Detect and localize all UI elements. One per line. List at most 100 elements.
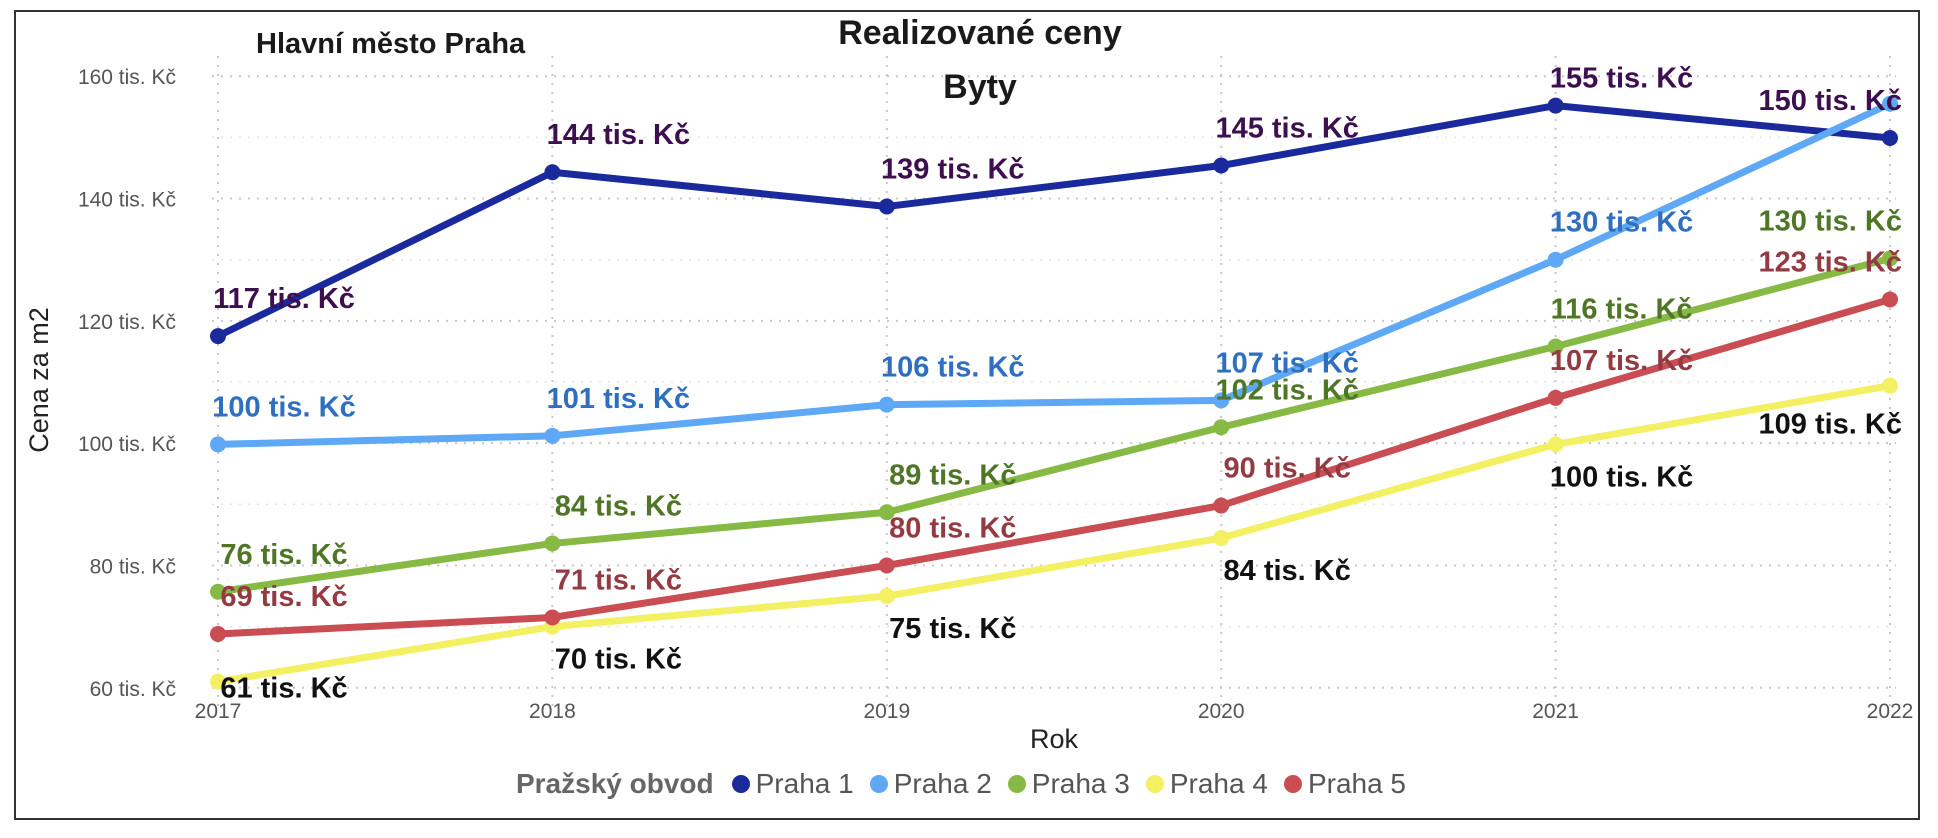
y-tick-label: 120 tis. Kč [78,311,176,334]
x-axis-label: Rok [1030,724,1079,754]
data-point [1547,338,1564,355]
data-point [544,164,561,181]
series-line-5 [214,295,1894,638]
data-label: 102 tis. Kč [1215,374,1358,406]
data-point [544,609,561,626]
legend-item-praha-5[interactable]: Praha 5 [1283,768,1407,800]
data-label: 71 tis. Kč [555,564,682,596]
legend-item-praha-4[interactable]: Praha 4 [1145,768,1268,800]
data-point [1882,291,1898,308]
data-point [1547,389,1564,406]
legend-label: Praha 3 [1031,768,1130,799]
legend-marker [1007,775,1026,793]
data-point [878,588,895,605]
grid-layer [212,56,1896,706]
data-label: 107 tis. Kč [1550,345,1693,377]
series-line-2 [214,100,1894,448]
data-label: 106 tis. Kč [881,352,1024,384]
data-point [210,625,226,642]
x-tick-label: 2020 [1198,700,1245,723]
data-label: 130 tis. Kč [1759,205,1902,237]
x-tick-label: 2017 [195,700,242,723]
data-label: 61 tis. Kč [220,673,347,705]
data-point [1213,157,1230,174]
x-tick-label: 2019 [863,700,910,723]
data-label: 84 tis. Kč [555,490,682,522]
y-tick-label: 140 tis. Kč [78,189,176,212]
series-line-1 [214,102,1894,340]
y-axis-label: Cena za m2 [24,307,54,453]
data-label: 100 tis. Kč [212,391,355,423]
chart-title: Realizované ceny [838,14,1122,52]
y-tick-label: 160 tis. Kč [78,66,176,89]
region-label: Hlavní město Praha [256,28,526,60]
data-point [1213,392,1230,409]
data-label: 80 tis. Kč [889,512,1016,544]
data-point [1213,529,1230,546]
data-label: 70 tis. Kč [555,644,682,676]
chart-subtitle: Byty [943,68,1017,106]
data-point [1882,377,1898,394]
data-label: 130 tis. Kč [1550,207,1693,239]
data-point [210,583,226,600]
data-point [210,673,226,690]
legend-label: Praha 5 [1307,768,1407,799]
series-line-3 [214,254,1894,596]
legend-item-praha-2[interactable]: Praha 2 [869,768,992,800]
data-point [1882,95,1898,112]
data-label: 117 tis. Kč [213,283,355,315]
data-label: 155 tis. Kč [1550,63,1693,95]
legend-marker [1145,775,1164,793]
data-point [1213,497,1230,514]
y-tick-label: 100 tis. Kč [78,433,176,456]
legend-title: Pražský obvod [515,768,714,799]
legend-item-praha-3[interactable]: Praha 3 [1007,768,1130,800]
data-label: 116 tis. Kč [1551,294,1693,326]
data-point [544,535,561,552]
legend-marker [869,775,888,793]
y-tick-label: 80 tis. Kč [90,555,176,578]
legend-label: Praha 1 [755,768,854,799]
data-point [1547,97,1564,114]
data-label: 69 tis. Kč [220,581,347,613]
data-label: 139 tis. Kč [881,153,1024,185]
data-label: 90 tis. Kč [1224,453,1351,485]
data-label: 75 tis. Kč [889,613,1016,645]
legend-marker [731,775,750,793]
data-label: 144 tis. Kč [547,119,690,151]
data-point [1547,251,1564,268]
x-tick-label: 2022 [1867,700,1914,723]
x-tick-label: 2021 [1532,700,1579,723]
series-layer [210,95,1898,690]
data-point [544,427,561,444]
data-label: 84 tis. Kč [1224,555,1351,587]
data-label: 101 tis. Kč [547,383,690,415]
legend: Pražský obvod Praha 1 Praha 2 Praha 3 Pr… [0,768,1938,800]
data-point [1547,436,1564,453]
data-label: 89 tis. Kč [889,459,1016,491]
data-point [210,328,226,345]
legend-label: Praha 2 [893,768,992,799]
legend-label: Praha 4 [1169,768,1268,799]
data-label: 107 tis. Kč [1215,347,1358,379]
data-label-layer: 117 tis. Kč 144 tis. Kč 139 tis. Kč 145 tis… [212,63,1902,705]
data-point [878,396,895,413]
axis-layer: 60 tis. Kč 80 tis. Kč 100 tis. Kč 120 tis. … [78,66,1913,723]
data-point [1882,129,1898,146]
series-line-4 [214,382,1894,686]
data-point [878,557,895,574]
data-point [878,504,895,521]
data-label: 123 tis. Kč [1759,246,1902,278]
data-label: 145 tis. Kč [1215,113,1358,145]
chart-frame [14,10,1920,820]
data-point [878,198,895,215]
data-label: 76 tis. Kč [220,539,347,571]
data-point [1882,250,1898,267]
data-label: 100 tis. Kč [1550,461,1693,493]
data-label: 109 tis. Kč [1759,409,1902,441]
data-point [1213,419,1230,436]
legend-marker [1283,775,1302,793]
data-point [210,436,226,453]
legend-item-praha-1[interactable]: Praha 1 [731,768,854,800]
